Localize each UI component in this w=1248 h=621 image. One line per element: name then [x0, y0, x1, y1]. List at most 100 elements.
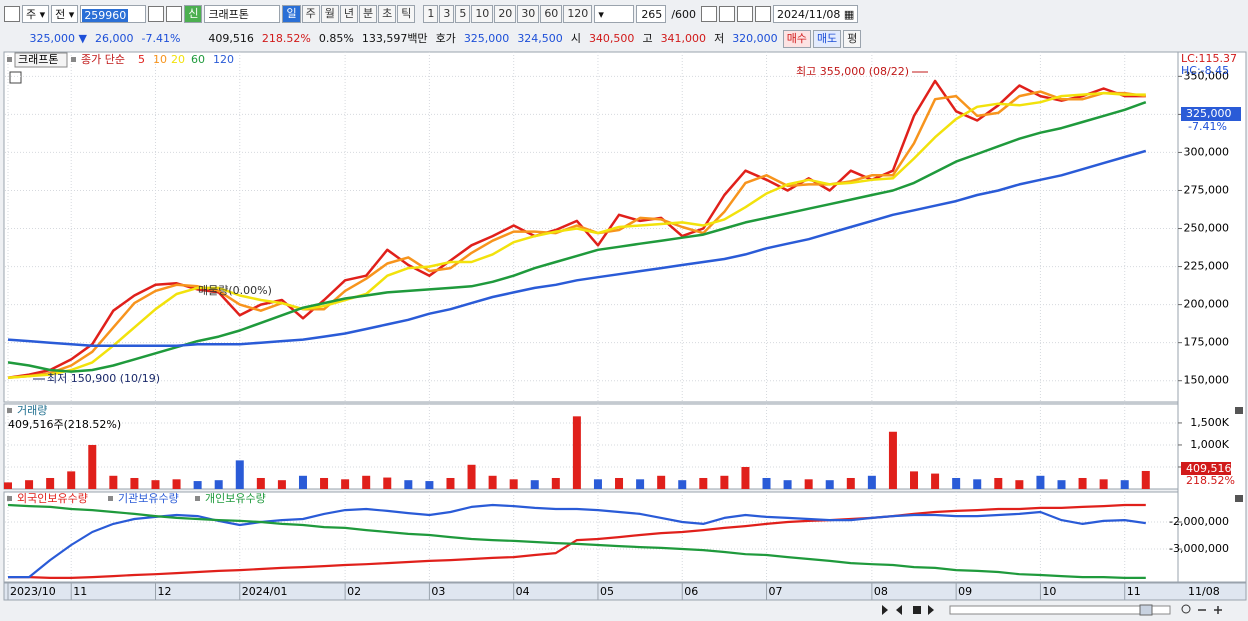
y-tick-label: 1,000K	[1190, 438, 1229, 451]
toolbar-button[interactable]: 틱	[397, 5, 416, 23]
toolbar-button[interactable]: 20	[494, 5, 517, 23]
volume-bar	[4, 482, 12, 489]
volume-bar	[1099, 479, 1108, 489]
volume-bar	[488, 475, 497, 489]
volume-bar	[530, 480, 539, 489]
low-label: 저	[714, 32, 725, 45]
volume-bar	[846, 477, 855, 489]
series-line	[7, 90, 1146, 379]
legend-label: 외국인보유수량	[17, 492, 88, 505]
scroll-button[interactable]	[896, 605, 902, 615]
search-icon[interactable]	[148, 6, 165, 22]
y-tick-label: -2,000,000	[1169, 515, 1229, 528]
volume-bar	[298, 475, 307, 489]
interval-buttons: 1 3 5 10 20 30 60 120	[423, 5, 593, 23]
code-input[interactable]: 259960	[80, 5, 147, 23]
y-tick-label: -3,000,000	[1169, 542, 1229, 555]
toolbar-button[interactable]: 120	[563, 5, 593, 23]
x-tick-label: 04	[516, 585, 530, 598]
slider-thumb[interactable]	[1139, 604, 1153, 616]
y-tick-label: 275,000	[1184, 183, 1230, 196]
tag[interactable]: 신	[184, 5, 203, 23]
scroll-controls	[882, 604, 1222, 616]
buy-button[interactable]: 매수	[782, 29, 811, 48]
slider-track[interactable]	[949, 605, 1171, 615]
volume-bar	[88, 444, 97, 489]
tool-icon[interactable]	[719, 6, 736, 22]
volume-bar	[256, 477, 265, 489]
holdings-panel	[3, 491, 1179, 583]
sell-button[interactable]: 매도	[812, 29, 842, 48]
legend-marker	[71, 57, 76, 62]
high-annotation: 최고 355,000 (08/22)	[796, 65, 909, 78]
legend-marker	[7, 408, 12, 413]
legend-marker	[7, 496, 12, 501]
high-label: 고	[642, 32, 653, 45]
legend-label: 개인보유수량	[205, 492, 266, 505]
change: 26,000	[95, 32, 134, 45]
volume-bar	[277, 480, 286, 489]
interval-select[interactable]: ▾	[594, 5, 635, 23]
y-tick-label: 1,500K	[1190, 416, 1229, 429]
legend-label: 120	[213, 53, 234, 66]
change-rate: -7.41%	[141, 32, 181, 45]
y-tick-label: 250,000	[1184, 222, 1230, 235]
toolbar-button[interactable]: 년	[339, 5, 358, 23]
market-select[interactable]: 주 ▾	[22, 5, 50, 23]
date-input[interactable]: 2024/11/08 ▦	[773, 5, 859, 23]
count[interactable]: 265	[636, 5, 667, 23]
volume-bar	[678, 480, 687, 489]
toolbar-button[interactable]: 초	[378, 5, 397, 23]
legend-label: 5	[138, 53, 145, 66]
toolbar-button[interactable]: 1	[423, 5, 439, 23]
panel-close[interactable]	[1235, 407, 1243, 414]
indicator-label: 종가 단순	[81, 53, 125, 66]
menu-icon[interactable]	[4, 6, 20, 22]
table-icon[interactable]	[9, 71, 22, 84]
legend-label: 20	[171, 53, 185, 66]
save-icon[interactable]	[737, 6, 754, 22]
toolbar-button[interactable]: 일	[282, 5, 301, 23]
ask: 325,000	[463, 32, 510, 45]
settings-icon[interactable]	[755, 6, 772, 22]
bid: 324,500	[517, 32, 563, 45]
amount: 133,597백만	[361, 32, 428, 45]
y-tick-label: 300,000	[1184, 145, 1230, 158]
volume: 409,516	[208, 32, 254, 45]
toolbar-button[interactable]: 월	[320, 5, 339, 23]
avg-button[interactable]: 평	[843, 29, 862, 48]
panel-close[interactable]	[1235, 495, 1243, 502]
sound-icon[interactable]	[166, 6, 183, 22]
scroll-button[interactable]	[882, 605, 888, 615]
volume-bar	[109, 475, 118, 489]
scope-select[interactable]: 전 ▾	[51, 5, 79, 23]
stop-button[interactable]	[913, 606, 921, 614]
tool-icon[interactable]	[701, 6, 718, 22]
max-count: /600	[671, 7, 697, 21]
x-tick-label: 09	[958, 585, 972, 598]
toolbar-button[interactable]: 30	[517, 5, 540, 23]
toolbar-button[interactable]: 5	[455, 5, 471, 23]
toolbar-button[interactable]: 3	[439, 5, 455, 23]
volume-bar	[130, 477, 139, 489]
x-tick-label: 10	[1042, 585, 1056, 598]
play-button[interactable]	[928, 605, 934, 615]
volume-bar	[467, 464, 476, 489]
volume-bar	[509, 479, 518, 489]
volume-bar	[362, 475, 371, 489]
series-line	[7, 91, 1146, 379]
volume-bar	[25, 480, 34, 489]
toolbar-button[interactable]: 10	[471, 5, 494, 23]
toolbar-button[interactable]: 주	[301, 5, 320, 23]
toolbar-button[interactable]: 60	[540, 5, 563, 23]
x-tick-label: 06	[684, 585, 698, 598]
zoom-icon[interactable]	[1181, 604, 1191, 614]
x-tick-label: 12	[157, 585, 171, 598]
volume-bar	[994, 477, 1003, 489]
x-tick-label: 11	[1127, 585, 1141, 598]
toolbar-button[interactable]: 분	[358, 5, 378, 23]
volume-bar	[1141, 470, 1150, 489]
legend-label: 10	[153, 53, 167, 66]
